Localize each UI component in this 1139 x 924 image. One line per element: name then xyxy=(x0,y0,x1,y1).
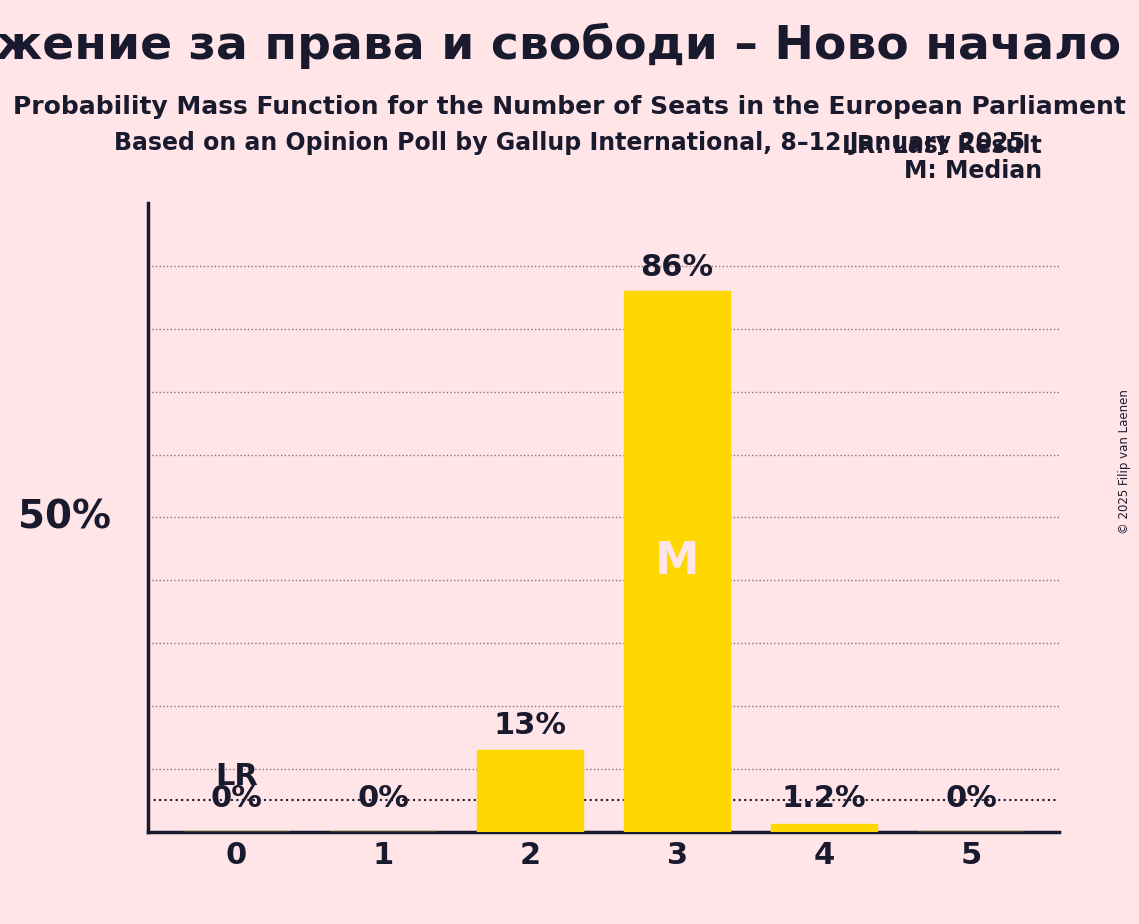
Text: 0%: 0% xyxy=(358,784,409,813)
Text: 0%: 0% xyxy=(945,784,997,813)
Bar xyxy=(771,824,877,832)
Text: Движение за права и свободи – Ново начало (RE): Движение за права и свободи – Ново начал… xyxy=(0,23,1139,69)
Text: Probability Mass Function for the Number of Seats in the European Parliament: Probability Mass Function for the Number… xyxy=(13,95,1126,119)
Text: 1.2%: 1.2% xyxy=(781,784,867,813)
Text: LR: LR xyxy=(215,761,257,791)
Text: © 2025 Filip van Laenen: © 2025 Filip van Laenen xyxy=(1117,390,1131,534)
Text: Based on an Opinion Poll by Gallup International, 8–12 January 2025: Based on an Opinion Poll by Gallup Inter… xyxy=(114,131,1025,155)
Text: 0%: 0% xyxy=(211,784,262,813)
Text: 50%: 50% xyxy=(18,498,112,537)
Text: LR: Last Result: LR: Last Result xyxy=(843,134,1042,158)
Bar xyxy=(624,291,730,832)
Text: M: Median: M: Median xyxy=(904,159,1042,183)
Text: 86%: 86% xyxy=(640,253,714,282)
Text: 13%: 13% xyxy=(493,711,567,740)
Bar xyxy=(477,750,583,832)
Text: M: M xyxy=(655,540,699,583)
